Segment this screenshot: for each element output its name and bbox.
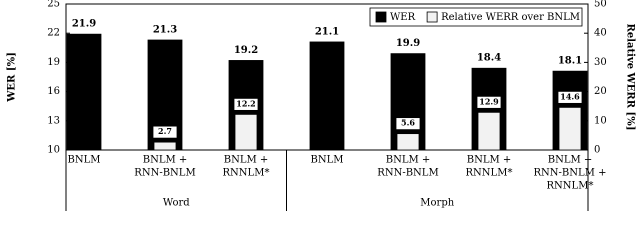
value-label: 21.1 bbox=[315, 26, 339, 37]
x-tick-label: RNN-BNLM + bbox=[534, 168, 607, 179]
value-label: 5.6 bbox=[401, 118, 415, 128]
x-tick-label: RNNLM* bbox=[547, 181, 594, 192]
y2-tick-label: 40 bbox=[594, 28, 607, 39]
x-tick-label: BNLM + bbox=[386, 155, 431, 166]
x-tick-label: BNLM + bbox=[548, 155, 593, 166]
x-tick-label: RNN-BNLM bbox=[134, 168, 195, 179]
x-tick-label: BNLM + bbox=[467, 155, 512, 166]
y-tick-label: 16 bbox=[47, 86, 60, 97]
bar bbox=[309, 41, 345, 151]
y-tick-label: 19 bbox=[47, 57, 60, 68]
legend-swatch bbox=[426, 11, 438, 23]
x-tick-label: RNN-BNLM bbox=[377, 168, 438, 179]
y-tick-label: 13 bbox=[47, 115, 60, 126]
value-label: 21.9 bbox=[72, 19, 96, 30]
value-label: 19.9 bbox=[396, 38, 420, 49]
value-label-box bbox=[557, 90, 583, 104]
value-label: 18.1 bbox=[558, 56, 582, 67]
group-label: Morph bbox=[420, 198, 454, 209]
y2-tick-label: 10 bbox=[594, 115, 607, 126]
y-tick-label: 10 bbox=[47, 145, 60, 156]
value-label-box bbox=[233, 97, 259, 111]
x-tick-label: RNNLM* bbox=[223, 168, 270, 179]
value-label-box bbox=[395, 117, 421, 131]
y2-tick-label: 50 bbox=[594, 0, 607, 10]
value-label: 21.3 bbox=[153, 25, 177, 36]
value-label: 19.2 bbox=[234, 45, 258, 56]
x-tick-label: BNLM + bbox=[224, 155, 269, 166]
y-tick-label: 25 bbox=[47, 0, 60, 10]
group-label: Word bbox=[163, 198, 190, 209]
x-tick-label: RNNLM* bbox=[466, 168, 513, 179]
value-label: 18.4 bbox=[477, 53, 501, 64]
legend-label: WER bbox=[390, 12, 416, 23]
page: {"chart_data": {"type": "bar", "ylabel":… bbox=[6, 0, 636, 211]
legend-frame bbox=[369, 7, 583, 27]
y2-tick-label: 0 bbox=[594, 145, 600, 156]
bar bbox=[477, 111, 501, 151]
value-label: 2.7 bbox=[158, 126, 172, 136]
bar bbox=[396, 133, 420, 151]
y2-tick-label: 30 bbox=[594, 57, 607, 68]
x-tick-label: BNLM bbox=[68, 155, 101, 166]
chart: WER [%] Relative WERR [%] 10 13 16 19 22 25 0 1… bbox=[7, 0, 636, 211]
bar bbox=[153, 141, 177, 151]
y-tick-label: 22 bbox=[47, 28, 60, 39]
legend-label: Relative WERR over BNLM bbox=[441, 12, 580, 23]
x-tick-label: BNLM bbox=[311, 155, 344, 166]
y-axis-label: WER [%] bbox=[7, 52, 18, 103]
value-label: 14.6 bbox=[560, 91, 580, 101]
bar bbox=[66, 33, 102, 151]
bar bbox=[234, 113, 258, 151]
value-label: 12.2 bbox=[236, 98, 255, 108]
value-label: 12.9 bbox=[479, 96, 499, 106]
y2-axis-label: Relative WERR [%] bbox=[625, 24, 636, 131]
value-label-box bbox=[476, 95, 502, 109]
bar bbox=[558, 106, 582, 151]
y2-tick-label: 20 bbox=[594, 86, 607, 97]
x-tick-label: BNLM + bbox=[143, 155, 188, 166]
value-label-box bbox=[152, 125, 178, 139]
legend-swatch bbox=[375, 11, 387, 23]
